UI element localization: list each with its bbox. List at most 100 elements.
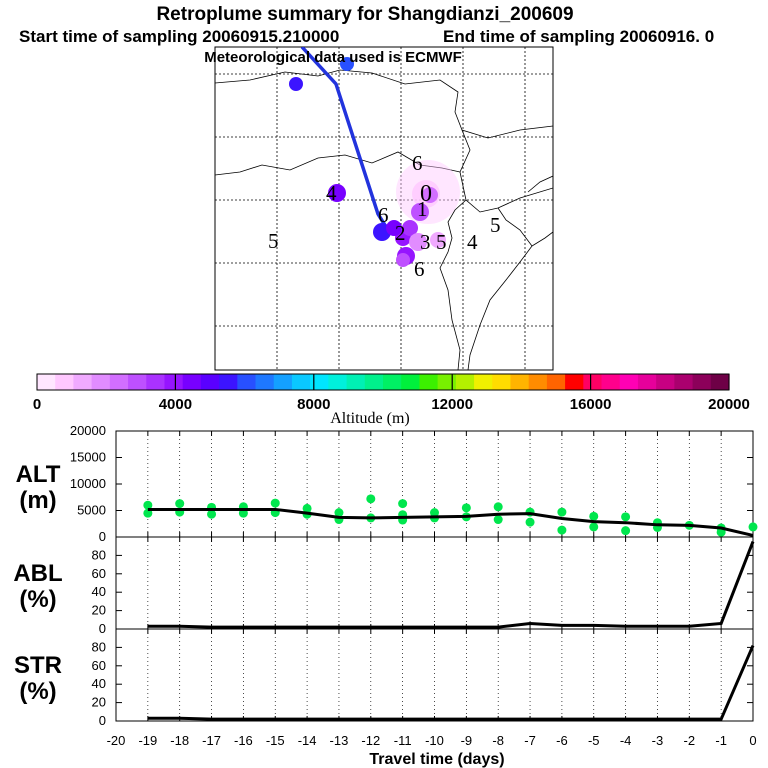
altitude-point: [175, 499, 185, 509]
y-tick-label: 40: [92, 676, 106, 691]
altitude-point: [493, 515, 503, 525]
x-tick-label: -1: [715, 733, 727, 748]
plume-marker: [289, 77, 303, 91]
x-tick-label: -20: [107, 733, 126, 748]
plume-marker: [411, 203, 429, 221]
panel-unit: (%): [19, 678, 56, 705]
colorbar-tick-label: 12000: [431, 396, 473, 413]
figure-title: Retroplume summary for Shangdianzi_20060…: [156, 4, 573, 25]
colorbar-swatch: [91, 374, 111, 390]
panel-frame: [115, 536, 754, 630]
colorbar-swatch: [692, 374, 712, 390]
colorbar-swatch: [710, 374, 730, 390]
altitude-point: [207, 509, 217, 519]
time-series-panels: 05000100001500020000ALT(m)020406080ABL(%…: [13, 423, 758, 748]
colorbar-tick-label: 8000: [297, 396, 330, 413]
y-tick-label: 15000: [70, 450, 106, 465]
colorbar-swatch: [55, 374, 75, 390]
colorbar-tick-label: 4000: [159, 396, 192, 413]
colorbar-swatch: [310, 374, 329, 390]
altitude-point: [557, 507, 567, 517]
x-tick-label: -2: [684, 733, 696, 748]
colorbar-swatch: [619, 374, 639, 390]
panel-label: ALT: [16, 461, 61, 488]
panel-frame: [115, 628, 754, 722]
plume-marker: [386, 220, 402, 236]
altitude-point: [589, 522, 599, 532]
colorbar-swatch: [437, 374, 457, 390]
altitude-point: [143, 500, 153, 510]
x-tick-label: -3: [652, 733, 664, 748]
x-tick-label: -12: [361, 733, 380, 748]
colorbar-ticks: 0 4000 8000 12000 16000 20000: [33, 374, 750, 413]
map-borders: [215, 69, 553, 370]
series-line: [147, 644, 755, 721]
start-time-label: Start time of sampling 20060915.210000: [19, 27, 339, 46]
x-axis-label: Travel time (days): [369, 751, 504, 768]
colorbar-swatch: [219, 374, 238, 390]
y-tick-label: 5000: [77, 503, 106, 518]
colorbar-swatch: [583, 374, 603, 390]
series-line: [147, 541, 755, 629]
colorbar-swatch: [200, 374, 220, 390]
colorbar-swatch: [474, 374, 493, 390]
y-tick-label: 20: [92, 695, 106, 710]
altitude-point: [334, 508, 344, 518]
day-label: 4: [326, 181, 337, 205]
altitude-point: [621, 526, 631, 536]
altitude-point: [493, 502, 503, 512]
panel-unit: (m): [19, 487, 56, 514]
colorbar-swatch: [492, 374, 512, 390]
day-label: 0: [420, 181, 432, 207]
day-label: 5: [268, 229, 279, 253]
colorbar-swatch: [146, 374, 166, 390]
y-tick-label: 0: [99, 621, 106, 636]
x-tick-label: -18: [170, 733, 189, 748]
x-tick-label: -9: [461, 733, 473, 748]
x-tick-label: -11: [394, 733, 412, 748]
map-graticule: [215, 47, 553, 370]
panel-str: 0 20 40 60 80 STR(%): [14, 628, 755, 728]
altitude-point: [461, 503, 471, 513]
day-label: 5: [490, 213, 501, 237]
y-tick-label: 60: [92, 658, 106, 673]
end-time-label: End time of sampling 20060916. 0: [443, 27, 714, 46]
colorbar-swatch: [565, 374, 584, 390]
colorbar-swatch: [128, 374, 147, 390]
colorbar-swatch: [255, 374, 275, 390]
colorbar-swatch: [109, 374, 129, 390]
colorbar-tick-label: 16000: [570, 396, 612, 413]
colorbar-swatch: [273, 374, 293, 390]
day-label: 3: [420, 230, 431, 254]
colorbar-label: Altitude (m): [330, 410, 410, 427]
y-tick-label: 0: [99, 529, 106, 544]
x-tick-label: -13: [330, 733, 349, 748]
plume-marker: [328, 184, 346, 202]
plume-marker: [396, 253, 410, 267]
y-tick-label: 10000: [70, 476, 106, 491]
colorbar-frame: [36, 373, 730, 391]
colorbar-swatch: [37, 374, 56, 390]
colorbar-swatch: [419, 374, 439, 390]
day-label: 6: [378, 203, 389, 227]
colorbar-swatch: [455, 374, 475, 390]
colorbar-swatch: [237, 374, 257, 390]
y-tick-label: 80: [92, 639, 106, 654]
colorbar-swatch: [546, 374, 566, 390]
x-tick-label: -15: [266, 733, 285, 748]
y-tick-label: 0: [99, 713, 106, 728]
colorbar-swatch: [528, 374, 548, 390]
altitude-colorbar: [36, 373, 730, 391]
colorbar-swatch: [346, 374, 366, 390]
y-tick-label: 20: [92, 603, 106, 618]
colorbar-swatch: [401, 374, 421, 390]
x-tick-label: -7: [524, 733, 536, 748]
x-tick-label: -14: [298, 733, 317, 748]
colorbar-swatch: [364, 374, 384, 390]
plume-marker: [430, 232, 446, 248]
colorbar-swatch: [182, 374, 202, 390]
meteorology-label: Meteorological data used is ECMWF: [204, 49, 462, 66]
x-tick-label: -10: [425, 733, 444, 748]
x-tick-label: -19: [138, 733, 157, 748]
